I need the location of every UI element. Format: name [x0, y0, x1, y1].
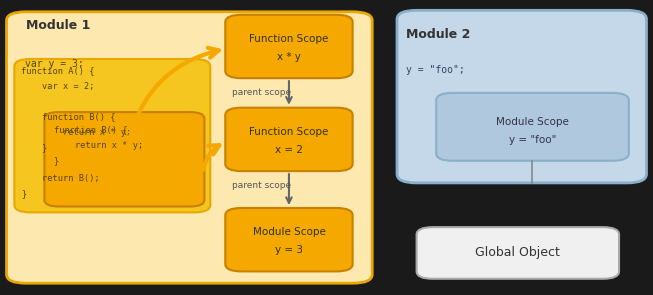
Text: x = 2: x = 2	[275, 145, 303, 155]
Text: function A() {: function A() {	[21, 66, 95, 76]
Text: function B() {: function B() {	[21, 112, 116, 122]
FancyBboxPatch shape	[44, 112, 204, 206]
FancyBboxPatch shape	[7, 12, 372, 283]
Text: }: }	[54, 156, 59, 165]
Text: Module Scope: Module Scope	[496, 117, 569, 127]
Text: x * y: x * y	[277, 52, 301, 62]
Text: }: }	[21, 143, 47, 152]
Text: function B() {: function B() {	[54, 125, 127, 135]
FancyBboxPatch shape	[417, 227, 619, 279]
FancyBboxPatch shape	[225, 108, 353, 171]
Text: Module 1: Module 1	[26, 19, 91, 32]
Text: y = "foo": y = "foo"	[509, 135, 556, 145]
FancyBboxPatch shape	[14, 59, 210, 212]
Text: Function Scope: Function Scope	[249, 34, 328, 44]
Text: Module Scope: Module Scope	[253, 227, 325, 237]
Text: Function Scope: Function Scope	[249, 127, 328, 137]
FancyBboxPatch shape	[436, 93, 629, 161]
FancyBboxPatch shape	[225, 208, 353, 271]
Text: y = "foo";: y = "foo";	[406, 65, 465, 75]
Text: y = 3: y = 3	[275, 245, 303, 255]
Text: }: }	[21, 189, 26, 198]
Text: Module 2: Module 2	[406, 28, 471, 41]
Text: parent scope: parent scope	[232, 88, 291, 97]
Text: var y = 3;: var y = 3;	[25, 59, 84, 69]
FancyBboxPatch shape	[397, 10, 646, 183]
Text: Global Object: Global Object	[475, 246, 560, 259]
FancyBboxPatch shape	[225, 15, 353, 78]
Text: return x * y;: return x * y;	[54, 141, 143, 150]
Text: return x * y;: return x * y;	[21, 128, 131, 137]
Text: parent scope: parent scope	[232, 181, 291, 190]
Text: var x = 2;: var x = 2;	[21, 82, 95, 91]
Text: return B();: return B();	[21, 174, 100, 183]
